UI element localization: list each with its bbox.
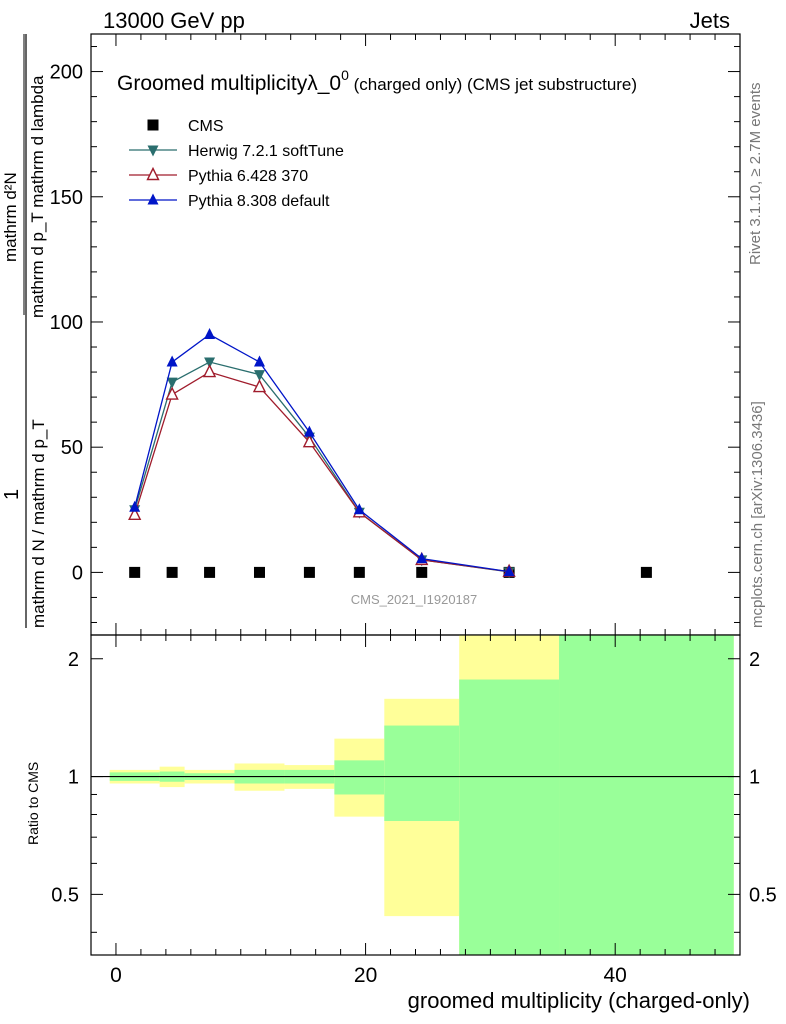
ratio-ytick-label-right: 0.5 (749, 884, 777, 906)
legend-label: Pythia 8.308 default (188, 193, 330, 210)
data-point (204, 566, 216, 578)
ratio-ytick-label-left: 2 (68, 649, 79, 671)
data-point (503, 565, 515, 577)
ylabel-prefix-den-text: mathrm d N / mathrm d p_T (29, 419, 48, 628)
ratio-xtick-label: 20 (354, 964, 377, 987)
data-point (202, 363, 217, 378)
process-label: Jets (690, 8, 730, 33)
rivet-info-label: Rivet 3.1.10, ≥ 2.7M events (747, 83, 764, 266)
ratio-panel: 0.5 0.51 12 20 20 40 Ratio to CMS groomed mul… (25, 634, 777, 1013)
main-ytick-labels: 0 50 100 150 200 (50, 62, 83, 585)
main-ytick-label: 0 (72, 562, 83, 584)
ylabel-prefix-num: 1 (1, 489, 23, 500)
plot-title-sup: 0 (341, 67, 349, 83)
legend-label: Herwig 7.2.1 softTune (188, 143, 344, 160)
data-point (204, 328, 216, 339)
ylabel-num: mathrm d²N (1, 172, 20, 262)
series-line (134, 361, 510, 573)
plot-title: Groomed multiplicityλ_00 (charged only) … (117, 67, 637, 95)
data-point (166, 566, 178, 578)
legend-marker (147, 193, 159, 205)
ratio-ylabel: Ratio to CMS (25, 762, 41, 845)
ratio-ytick-label-left: 0.5 (51, 884, 79, 906)
ratio-band-green (384, 725, 460, 821)
ratio-axis-ticks (91, 635, 740, 955)
data-point (302, 434, 317, 448)
main-ytick-label: 200 (50, 62, 83, 84)
data-point (165, 386, 179, 400)
legend-entry: Pythia 8.308 default (129, 193, 330, 210)
main-ytick-label: 50 (61, 437, 83, 459)
legend-entry: CMS (147, 118, 224, 135)
ratio-band-green (559, 635, 734, 955)
data-point (303, 566, 315, 578)
main-ytick-label: 100 (50, 312, 83, 334)
data-point (353, 566, 365, 578)
ratio-xtick-label: 40 (604, 964, 627, 987)
ratio-xlabel: groomed multiplicity (charged-only) (408, 988, 750, 1013)
mcplots-label: mcplots.cern.ch [arXiv:1306.3436] (749, 401, 766, 628)
ratio-bands (109, 635, 734, 955)
main-ytick-label: 150 (50, 187, 83, 209)
main-ylabel: 1 mathrm d N / mathrm d p_T mathrm d²N m… (1, 34, 48, 628)
data-point (640, 566, 652, 578)
ratio-ytick-label-right: 1 (749, 767, 760, 789)
ratio-frame (90, 634, 741, 956)
ratio-band-green (459, 679, 560, 955)
plot-title-tail: (charged only) (CMS jet substructure) (349, 75, 637, 94)
series-pythia-6-428-370 (128, 363, 516, 577)
data-point (128, 506, 142, 520)
ratio-xtick-label: 0 (110, 964, 122, 987)
legend: CMS Herwig 7.2.1 softTune Pythia 6.428 370… (129, 118, 344, 210)
series-cms (129, 566, 652, 578)
data-point (303, 425, 315, 437)
data-point (166, 355, 178, 367)
legend-marker (147, 119, 159, 131)
series-line (134, 371, 510, 573)
ylabel-den: mathrm d p_T mathrm d lambda (28, 75, 47, 318)
ratio-band-green (334, 760, 385, 795)
main-series (128, 328, 652, 579)
data-point (416, 566, 428, 578)
main-axis-ticks (91, 34, 740, 635)
ratio-ytick-label-left: 1 (68, 767, 79, 789)
legend-marker (146, 166, 160, 181)
legend-marker (147, 145, 159, 157)
plot-title-main: Groomed multiplicityλ_0 (117, 72, 341, 95)
data-point (166, 377, 178, 389)
data-point (253, 566, 265, 578)
data-point (252, 379, 267, 393)
series-line (134, 333, 510, 573)
analysis-id-label: CMS_2021_I1920187 (351, 592, 478, 607)
ylabel-prefix-den: mathrm d N / mathrm d p_T (29, 419, 48, 628)
legend-label: Pythia 6.428 370 (188, 168, 308, 185)
legend-entry: Pythia 6.428 370 (129, 166, 308, 185)
data-point (416, 552, 428, 564)
data-point (353, 503, 365, 515)
series-herwig-7-2-1-softtune (129, 357, 515, 579)
legend-label: CMS (188, 118, 224, 135)
data-point (129, 566, 141, 578)
series-pythia-8-308-default (129, 328, 515, 577)
data-point (253, 355, 265, 367)
data-point (204, 357, 216, 369)
data-point (129, 500, 141, 512)
legend-entry: Herwig 7.2.1 softTune (129, 143, 344, 160)
energy-label: 13000 GeV pp (103, 8, 245, 33)
ratio-ytick-label-right: 2 (749, 649, 760, 671)
ratio-tick-labels: 0.5 0.51 12 20 20 40 (51, 649, 777, 987)
data-point (253, 370, 265, 382)
